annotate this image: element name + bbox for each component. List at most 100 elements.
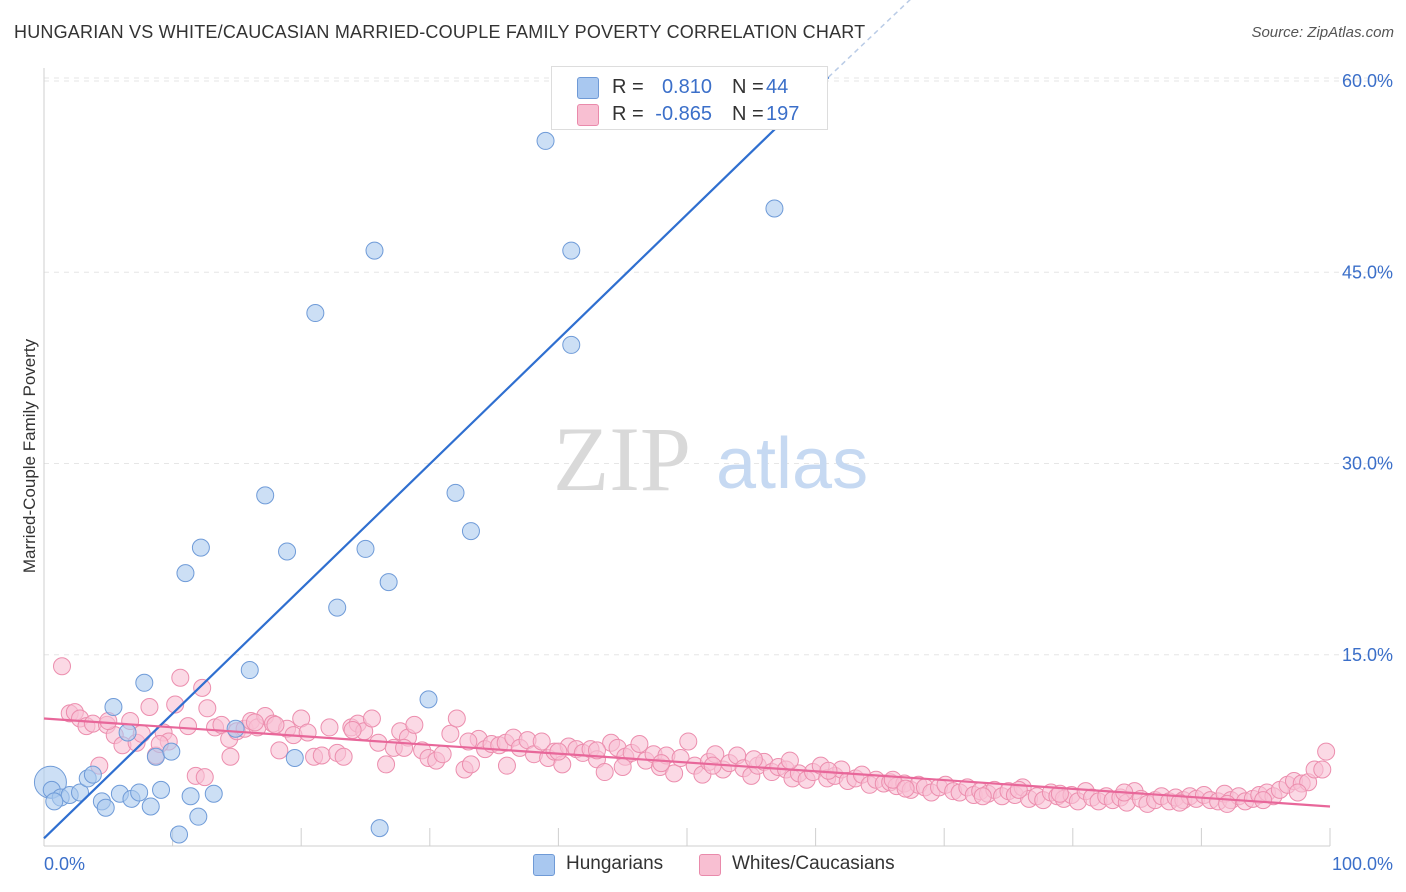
hungarians-point	[176, 564, 195, 583]
gridlines	[43, 68, 1392, 847]
whites-caucasians-point	[362, 709, 381, 728]
whites-caucasians-point	[780, 751, 799, 770]
hungarians-point	[328, 598, 347, 617]
legend-n-label: N =	[732, 76, 764, 98]
whites-caucasians-point	[679, 732, 698, 751]
hungarians-point	[191, 538, 210, 557]
source-label: Source: ZipAtlas.com	[1251, 24, 1394, 41]
whites-caucasians-point	[595, 763, 614, 782]
whites-caucasians-point	[1288, 783, 1307, 802]
whites-caucasians-point	[549, 742, 568, 761]
whites-caucasians-point	[1313, 760, 1332, 779]
hungarians-point	[146, 747, 165, 766]
whites-caucasians-point	[198, 699, 217, 718]
whites-caucasians-point	[343, 720, 362, 739]
hungarians-point	[419, 690, 438, 709]
hungarians-point	[45, 792, 64, 811]
whites-caucasians-point	[744, 750, 763, 769]
whites-caucasians-point	[461, 755, 480, 774]
legend-label-whites: Whites/Caucasians	[732, 853, 895, 874]
hungarians-point	[162, 742, 181, 761]
y-tick-label: 15.0%	[1342, 645, 1393, 665]
hungarians-point	[278, 542, 297, 561]
hungarians-point	[96, 798, 115, 817]
hungarians-point	[204, 784, 223, 803]
hungarians-trend-line	[43, 76, 830, 840]
whites-caucasians-point	[298, 723, 317, 742]
whites-caucasians-points	[53, 657, 1336, 813]
whites-caucasians-point	[1317, 742, 1336, 761]
whites-caucasians-point	[630, 735, 649, 753]
whites-caucasians-point	[405, 715, 424, 734]
whites-caucasians-point	[266, 715, 285, 734]
hungarians-points	[33, 131, 784, 844]
y-tick-label: 60.0%	[1342, 71, 1393, 91]
whites-caucasians-point	[179, 717, 198, 736]
legend-n-value: 44	[766, 76, 789, 98]
hungarians-point	[285, 749, 304, 768]
hungarians-point	[370, 819, 389, 838]
y-tick-label: 30.0%	[1342, 454, 1393, 474]
hungarians-point	[461, 522, 480, 541]
hungarians-point	[306, 304, 325, 323]
hungarians-point	[71, 783, 90, 802]
hungarians-point	[189, 807, 208, 826]
legend-row-hungarians: R = 0.810 N = 44	[552, 74, 827, 100]
whites-caucasians-point	[459, 732, 478, 751]
whites-caucasians-point	[532, 732, 551, 751]
whites-caucasians-point	[53, 657, 72, 676]
whites-caucasians-point	[320, 718, 339, 737]
whites-caucasians-point	[195, 768, 214, 787]
hungarians-point	[226, 719, 245, 738]
whites-caucasians-point	[193, 678, 212, 697]
legend-label-hungarians: Hungarians	[566, 853, 664, 874]
whites-caucasians-point	[334, 747, 353, 766]
legend-swatch-hungarians	[533, 854, 555, 876]
hungarians-point	[130, 783, 149, 802]
hungarians-point	[118, 723, 137, 742]
legend-r-value: -0.865	[655, 103, 712, 125]
legend-swatch-hungarians	[577, 77, 599, 99]
watermark: ZIP atlas	[553, 408, 868, 510]
whites-caucasians-point	[171, 668, 190, 687]
whites-caucasians-point	[447, 709, 466, 728]
whites-caucasians-point	[587, 741, 606, 760]
whites-caucasians-point	[1254, 791, 1273, 810]
hungarians-point	[536, 131, 555, 150]
whites-caucasians-point	[497, 756, 516, 775]
legend-r-label: R =	[612, 76, 644, 98]
hungarians-point	[562, 335, 581, 354]
whites-caucasians-point	[973, 787, 992, 806]
legend-row-whites: R = -0.865 N = 197	[552, 101, 827, 127]
whites-caucasians-point	[245, 713, 264, 732]
legend-n-label: N =	[732, 103, 764, 125]
hungarians-point	[83, 765, 102, 784]
trend-lines	[43, 0, 1331, 840]
hungarians-point	[365, 241, 384, 260]
hungarians-point	[379, 573, 398, 592]
legend-swatch-whites	[577, 104, 599, 126]
whites-caucasians-point	[312, 746, 331, 765]
whites-caucasians-point	[433, 745, 452, 764]
legend-n-value: 197	[766, 103, 800, 125]
y-tick-label: 45.0%	[1342, 262, 1393, 282]
whites-caucasians-point	[140, 698, 159, 717]
whites-caucasians-point	[1050, 784, 1069, 803]
x-tick-label: 0.0%	[44, 854, 85, 874]
whites-caucasians-point	[166, 695, 185, 714]
hungarians-point	[135, 673, 154, 692]
whites-caucasians-trend-line	[43, 717, 1331, 808]
correlation-legend: R = 0.810 N = 44 R = -0.865 N = 197	[551, 66, 828, 130]
hungarians-point	[152, 780, 171, 799]
hungarians-point	[104, 698, 123, 717]
hungarians-point	[181, 787, 200, 806]
whites-caucasians-point	[377, 755, 396, 774]
chart-title: HUNGARIAN VS WHITE/CAUCASIAN MARRIED-COU…	[14, 22, 866, 42]
hungarians-point	[446, 483, 465, 502]
hungarians-point	[141, 797, 160, 816]
hungarians-trend-extension	[827, 0, 911, 78]
hungarians-point	[356, 539, 375, 558]
tick-labels: 15.0% 30.0% 45.0% 60.0% 0.0% 100.0%	[44, 71, 1393, 874]
x-tick-label: 100.0%	[1332, 854, 1393, 874]
